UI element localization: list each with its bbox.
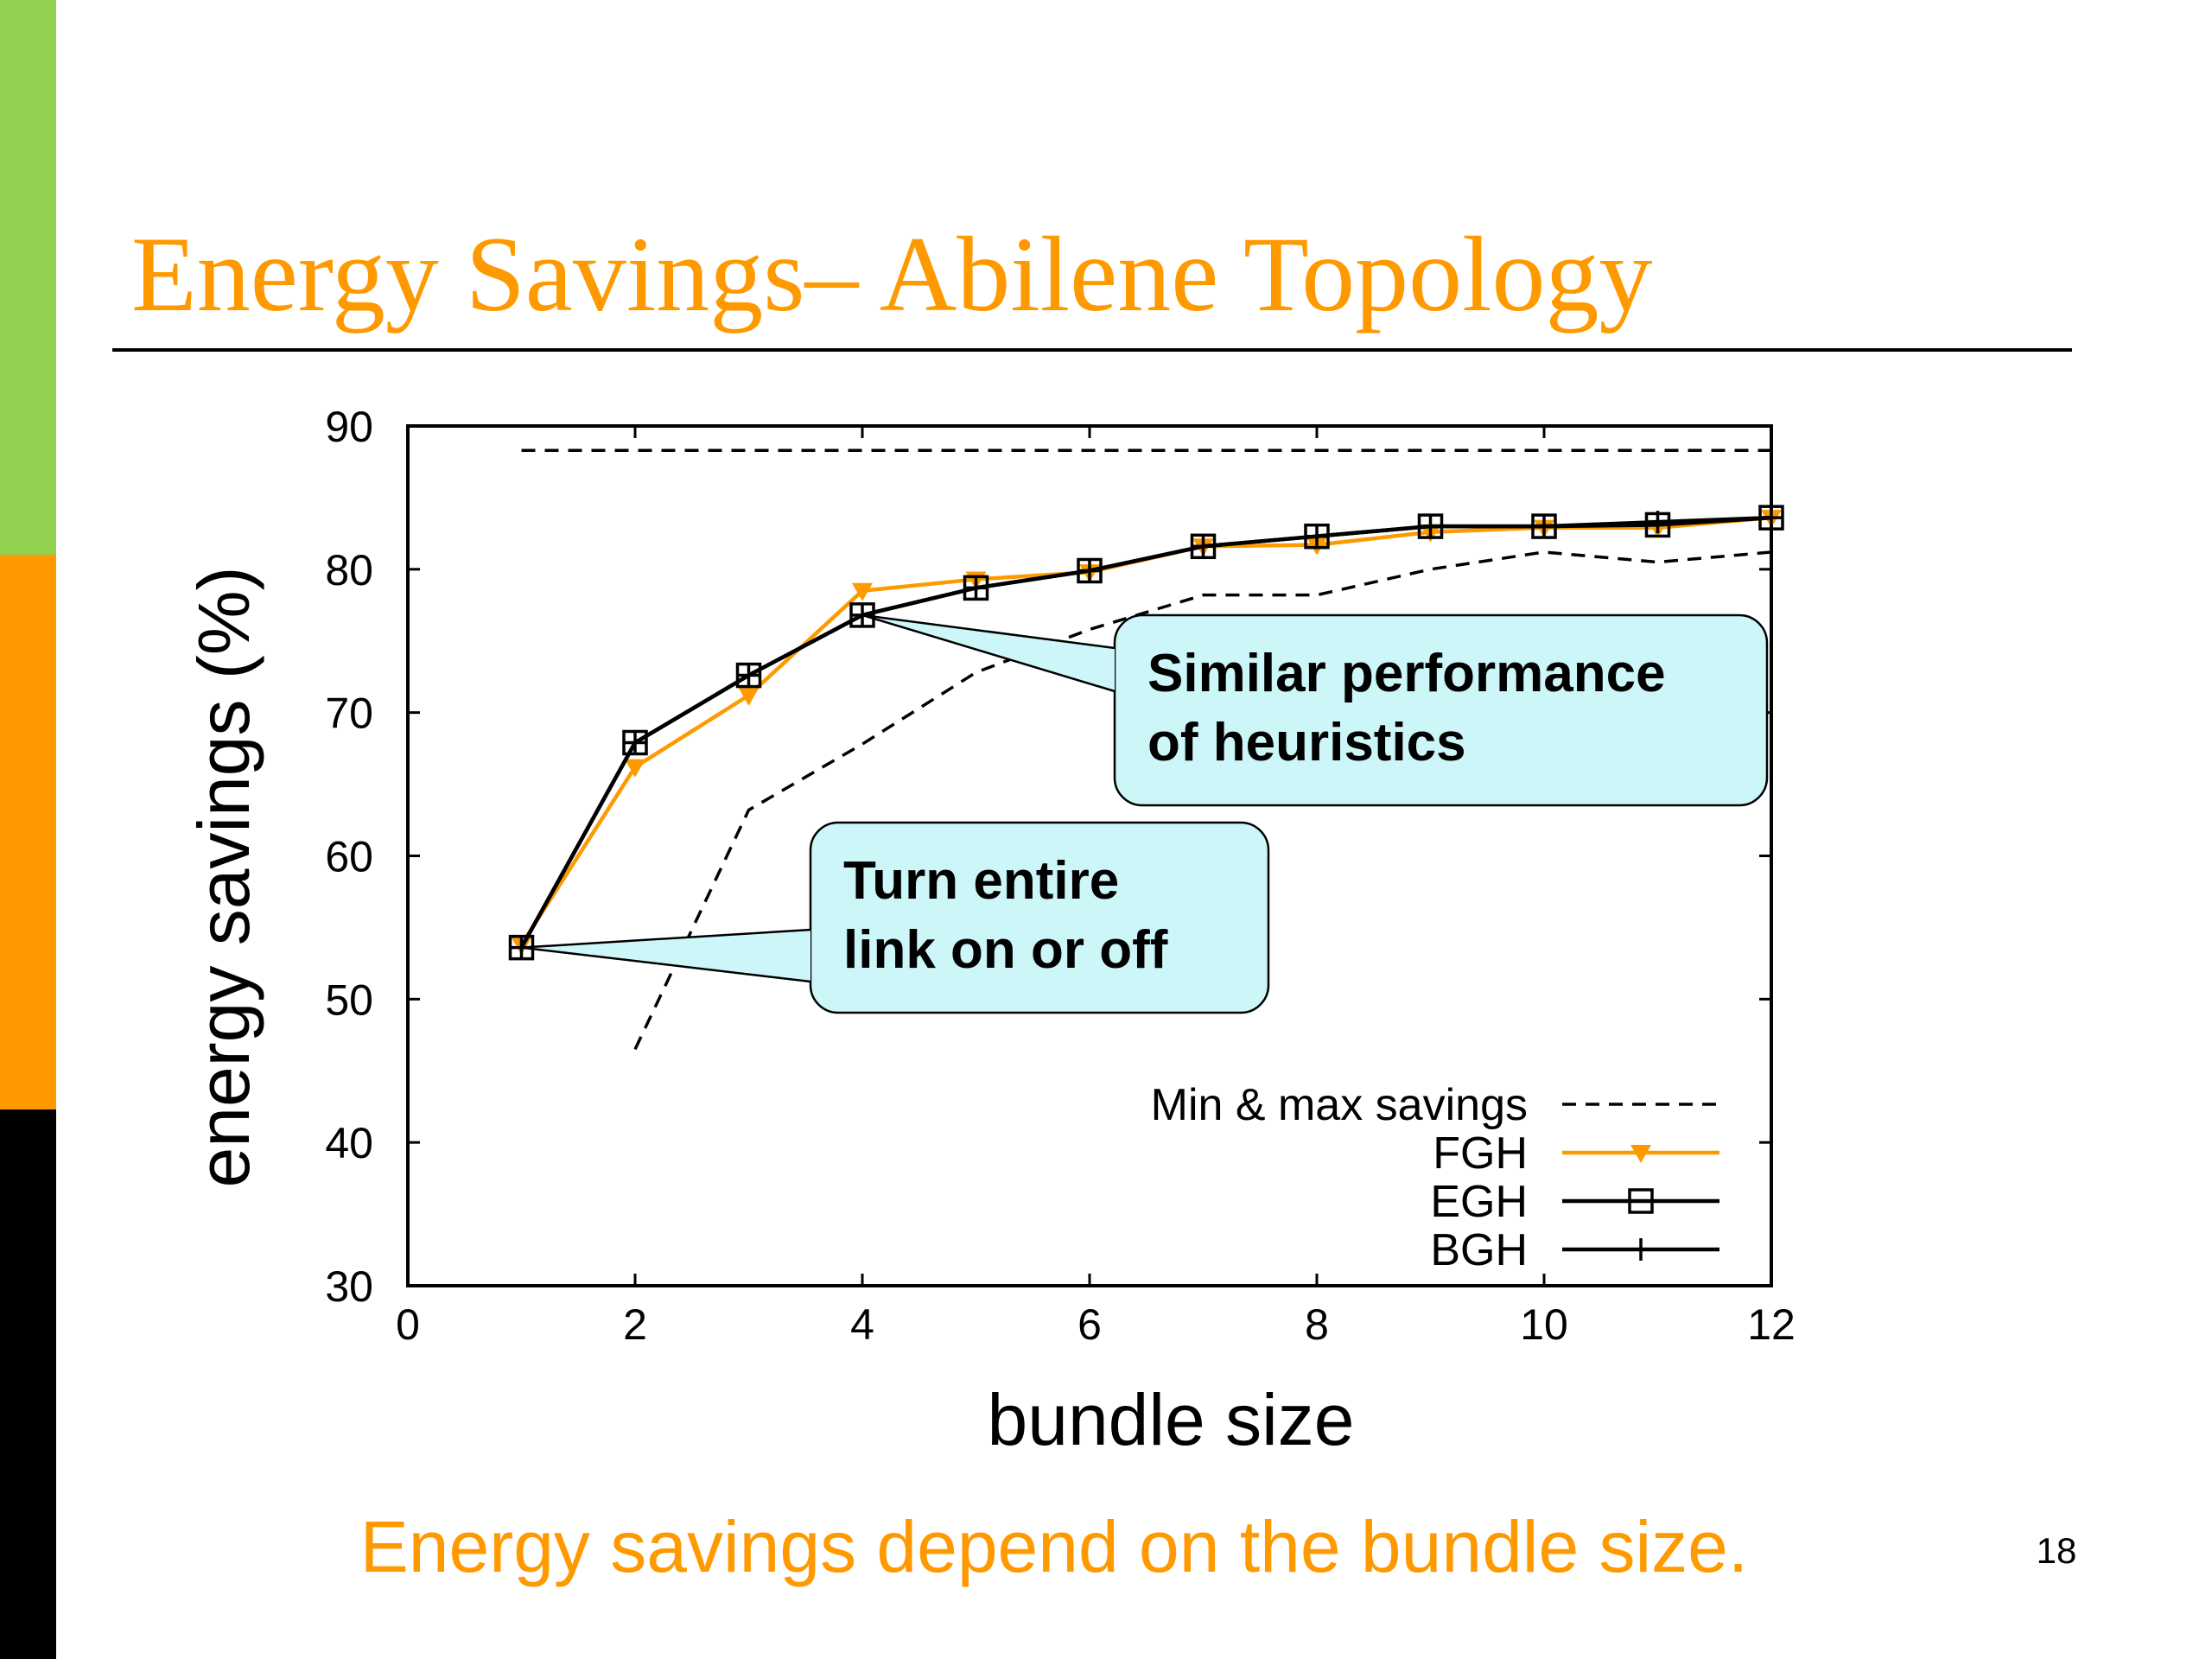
callout-pointer-outline — [521, 928, 811, 983]
data-point-square — [1077, 557, 1103, 584]
y-axis-label: energy savings (%) — [183, 567, 264, 1188]
y-tick-label: 90 — [325, 403, 373, 451]
callout-box — [809, 821, 1270, 1014]
axes-ticks: 0 2 4 6 8 10 12 30 40 50 60 70 80 90 — [325, 403, 1795, 1349]
legend-label: FGH — [1433, 1128, 1528, 1179]
data-point-square — [1628, 1188, 1654, 1214]
y-tick-label: 50 — [325, 976, 373, 1024]
x-tick-label: 4 — [850, 1300, 874, 1349]
x-tick-label: 0 — [396, 1300, 420, 1349]
sidebar-black-bar — [0, 1109, 56, 1659]
slide-number: 18 — [2036, 1530, 2077, 1571]
data-point-triangle — [738, 687, 760, 706]
legend-label: BGH — [1430, 1225, 1528, 1275]
callout-pointer — [521, 930, 810, 982]
series-line-egh — [519, 515, 1772, 949]
data-point-square — [1758, 505, 1784, 531]
series-lines — [508, 448, 1784, 1051]
y-tick-label: 40 — [325, 1119, 373, 1167]
callouts: Similar performance of heuristics Turn ent… — [521, 613, 1769, 1014]
x-tick-label: 10 — [1520, 1300, 1568, 1349]
data-point-square — [849, 602, 875, 628]
data-point-square — [1190, 533, 1217, 560]
callout-box — [1113, 613, 1769, 807]
y-tick-label: 30 — [325, 1262, 373, 1311]
x-tick-label: 12 — [1747, 1300, 1796, 1349]
slide-title: Energy Savings– Abilene Topology — [131, 215, 1653, 334]
x-tick-label: 8 — [1305, 1300, 1329, 1349]
y-tick-label: 60 — [325, 833, 373, 881]
x-axis-label: bundle size — [988, 1379, 1355, 1460]
sidebar-color-bars — [0, 0, 56, 1659]
y-tick-label: 70 — [325, 690, 373, 738]
title-divider — [112, 348, 2072, 352]
data-point-square — [735, 662, 762, 689]
callout-pointer-outline — [861, 613, 1116, 693]
data-point-square — [1304, 523, 1330, 550]
callout-text: of heuristics — [1147, 713, 1466, 772]
sidebar-green-bar — [0, 0, 56, 555]
data-point-triangle — [1630, 1145, 1651, 1163]
data-point-triangle — [625, 759, 645, 778]
slide-caption: Energy savings depend on the bundle size… — [359, 1506, 1749, 1587]
data-point-square — [622, 729, 648, 756]
sidebar-orange-bar — [0, 555, 56, 1109]
callout-text: Similar performance — [1147, 644, 1666, 703]
data-point-plus — [1630, 1238, 1652, 1261]
callout-text: link on or off — [843, 920, 1168, 980]
legend-label: Min & max savings — [1151, 1080, 1528, 1130]
data-point-triangle — [852, 582, 873, 601]
x-tick-label: 2 — [623, 1300, 647, 1349]
y-tick-label: 80 — [325, 546, 373, 594]
data-point-square — [963, 575, 989, 601]
series-line-min-savings — [633, 550, 1772, 1051]
callout-text: Turn entire — [843, 851, 1119, 911]
data-point-square — [1531, 513, 1557, 539]
legend-label: EGH — [1430, 1177, 1528, 1227]
data-point-square — [1417, 513, 1444, 539]
x-tick-label: 6 — [1077, 1300, 1102, 1349]
data-point-square — [1644, 512, 1671, 538]
